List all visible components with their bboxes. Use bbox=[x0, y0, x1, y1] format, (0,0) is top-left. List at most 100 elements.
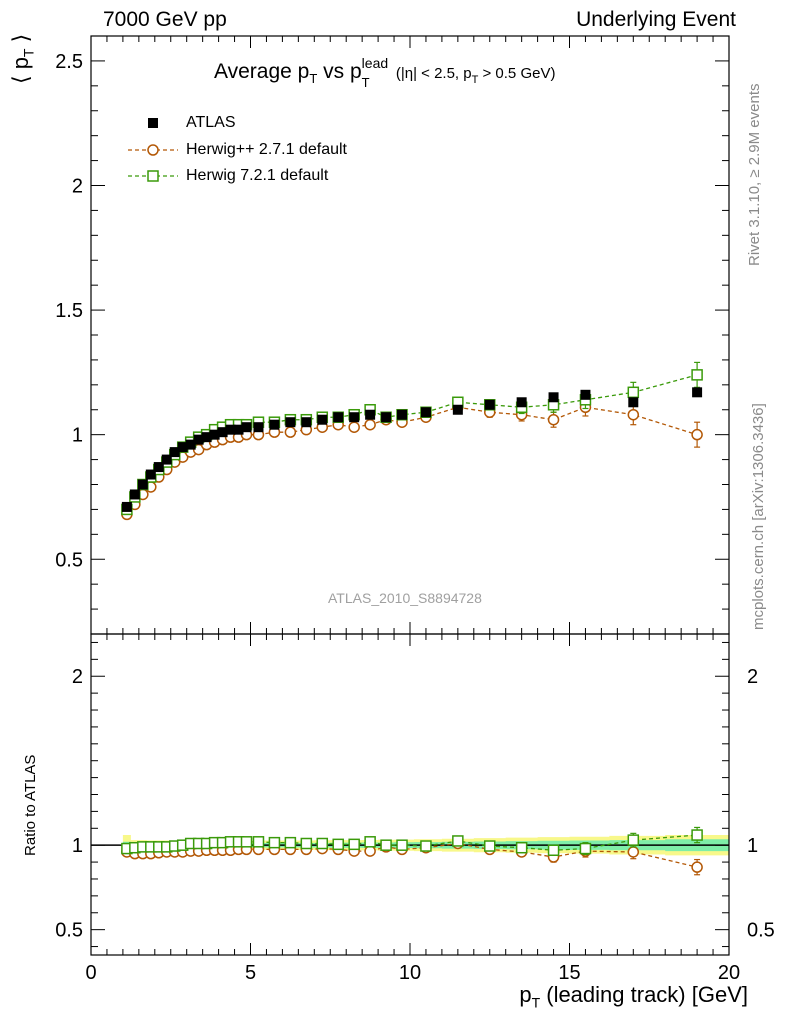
ylabel-sub: T bbox=[20, 48, 37, 58]
data-point-atlas bbox=[217, 427, 228, 438]
ratio-point-herwig7 bbox=[252, 836, 265, 848]
data-point-atlas bbox=[301, 417, 312, 428]
data-point-atlas bbox=[333, 412, 344, 423]
legend-marker-atlas bbox=[148, 118, 158, 128]
ylabel-close: ⟩ bbox=[8, 33, 33, 49]
ratio-point-herwig7 bbox=[268, 836, 281, 849]
data-point-atlas bbox=[185, 439, 196, 450]
rivet-label: Rivet 3.1.10, ≥ 2.9M events bbox=[746, 83, 763, 267]
data-point-atlas bbox=[452, 404, 463, 415]
data-point-atlas bbox=[692, 387, 703, 398]
ratio-point-herwigpp bbox=[364, 845, 376, 857]
data-point-atlas bbox=[285, 417, 296, 428]
ratio-point-herwig7 bbox=[364, 836, 376, 848]
main-y-tick-label: 0.5 bbox=[55, 549, 83, 571]
data-point-atlas bbox=[381, 412, 392, 423]
title-condition-sub: T bbox=[471, 74, 479, 87]
title-sub2: T bbox=[361, 75, 370, 90]
data-point-atlas bbox=[137, 479, 148, 490]
data-point-herwigpp bbox=[691, 428, 703, 441]
data-point-herwig7 bbox=[627, 386, 640, 399]
x-axis-label: pT (leading track) [GeV] bbox=[519, 982, 748, 1010]
main-plot-title: Average pT vs p lead T (|η| < 2.5, pT > 0.… bbox=[214, 55, 556, 90]
data-point-atlas bbox=[349, 412, 360, 423]
xlabel-p: p bbox=[519, 982, 532, 1007]
data-point-atlas bbox=[397, 409, 408, 420]
ratio-y-axis-label: Ratio to ATLAS bbox=[22, 754, 39, 856]
data-point-atlas bbox=[548, 392, 559, 403]
main-y-axis-label: ⟨ pT ⟩ bbox=[8, 34, 36, 84]
ratio-point-herwig7 bbox=[348, 838, 360, 851]
data-point-atlas bbox=[484, 399, 495, 410]
title-condition: (|η| < 2.5, p bbox=[391, 65, 472, 82]
data-point-atlas bbox=[225, 424, 236, 435]
series-line-herwigpp bbox=[126, 406, 698, 515]
data-point-atlas bbox=[129, 489, 140, 500]
ratio-y-tick-label-right: 2 bbox=[747, 666, 758, 688]
xlabel-rest: (leading track) [GeV] bbox=[540, 982, 748, 1007]
analysis-watermark: ATLAS_2010_S8894728 bbox=[328, 590, 482, 606]
x-tick-label: 15 bbox=[558, 962, 580, 984]
ratio-point-herwig7 bbox=[515, 841, 528, 854]
data-point-atlas bbox=[209, 429, 220, 440]
ratio-point-herwig7 bbox=[420, 840, 432, 852]
data-point-atlas bbox=[121, 501, 132, 512]
data-point-herwig7 bbox=[691, 369, 703, 381]
x-tick-label: 10 bbox=[399, 962, 421, 984]
header-right: Underlying Event bbox=[576, 8, 736, 31]
x-tick-label: 5 bbox=[245, 962, 256, 984]
xlabel-sub: T bbox=[531, 994, 541, 1011]
ratio-point-herwig7 bbox=[547, 844, 560, 857]
ratio-point-herwig7 bbox=[484, 840, 496, 852]
ratio-point-herwig7 bbox=[240, 836, 253, 848]
series-line-herwig7 bbox=[126, 374, 698, 510]
ratio-point-herwig7 bbox=[284, 836, 297, 849]
data-point-herwigpp bbox=[364, 418, 376, 431]
ratio-point-herwig7 bbox=[380, 839, 392, 851]
data-point-atlas bbox=[269, 419, 280, 430]
data-point-herwigpp bbox=[547, 413, 560, 426]
data-point-atlas bbox=[233, 424, 244, 435]
ratio-point-herwig7 bbox=[691, 829, 703, 841]
data-point-atlas bbox=[193, 434, 204, 445]
data-point-atlas bbox=[253, 422, 264, 433]
main-y-tick-label: 2.5 bbox=[55, 51, 83, 73]
title-condition-end: > 0.5 GeV) bbox=[478, 65, 556, 82]
ratio-point-herwigpp bbox=[691, 861, 703, 873]
title-text: Average p bbox=[214, 60, 310, 83]
data-point-herwigpp bbox=[348, 421, 360, 433]
main-y-tick-label: 1 bbox=[72, 425, 83, 447]
data-point-atlas bbox=[317, 414, 328, 425]
data-point-atlas bbox=[169, 447, 180, 458]
data-point-atlas bbox=[153, 462, 164, 473]
x-tick-label: 0 bbox=[85, 962, 96, 984]
main-y-tick-label: 2 bbox=[72, 176, 83, 198]
legend-marker-herwig7 bbox=[147, 170, 159, 182]
data-point-atlas bbox=[420, 407, 431, 418]
legend-label-herwigpp: Herwig++ 2.7.1 default bbox=[186, 141, 347, 158]
data-point-atlas bbox=[201, 432, 212, 443]
data-point-herwigpp bbox=[627, 408, 640, 421]
data-point-atlas bbox=[241, 422, 252, 433]
ratio-y-tick-label: 1 bbox=[72, 835, 83, 857]
ratio-point-herwig7 bbox=[579, 842, 592, 855]
main-y-tick-label: 1.5 bbox=[55, 300, 83, 322]
ratio-point-herwig7 bbox=[452, 835, 464, 847]
ratio-point-herwig7 bbox=[627, 834, 640, 846]
legend-marker-herwigpp bbox=[147, 144, 159, 156]
ratio-point-herwig7 bbox=[332, 838, 344, 851]
data-point-atlas bbox=[161, 454, 172, 465]
ratio-point-herwig7 bbox=[300, 837, 313, 850]
ratio-y-tick-label: 2 bbox=[72, 666, 83, 688]
ratio-point-herwig7 bbox=[316, 837, 329, 850]
ratio-y-tick-label-right: 1 bbox=[747, 835, 758, 857]
legend-label-atlas: ATLAS bbox=[186, 114, 236, 131]
data-point-atlas bbox=[580, 389, 591, 400]
legend-label-herwig7: Herwig 7.2.1 default bbox=[186, 167, 329, 184]
mcplots-label: mcplots.cern.ch [arXiv:1306.3436] bbox=[750, 403, 767, 630]
ratio-point-herwigpp bbox=[627, 846, 640, 858]
data-point-atlas bbox=[365, 409, 376, 420]
data-point-atlas bbox=[516, 397, 527, 408]
title-vs: vs p bbox=[317, 60, 362, 83]
